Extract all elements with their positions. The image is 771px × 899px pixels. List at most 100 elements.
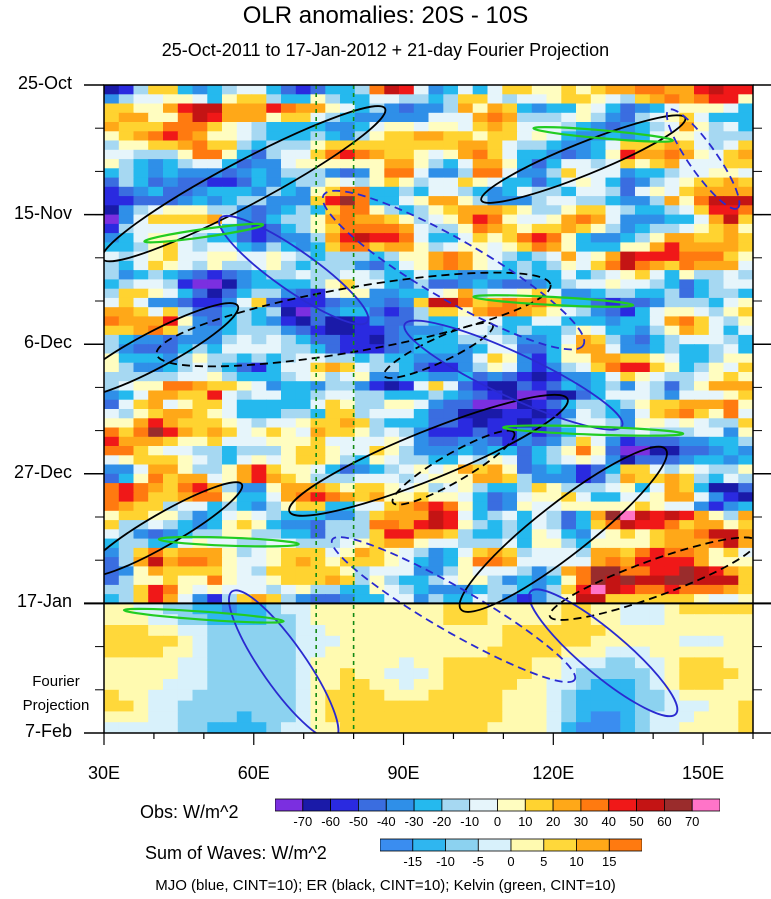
- projection-cell: [635, 711, 651, 723]
- obs-cell: [664, 436, 680, 447]
- obs-cell: [487, 233, 503, 243]
- obs-cell: [649, 205, 666, 216]
- obs-cell: [310, 186, 326, 197]
- obs-cell: [443, 140, 459, 151]
- obs-cell: [679, 149, 695, 160]
- obs-cell: [502, 279, 518, 290]
- obs-cell: [694, 214, 710, 225]
- obs-cell: [133, 557, 149, 567]
- obs-cell: [399, 501, 415, 512]
- projection-cell: [399, 700, 415, 712]
- obs-cell: [635, 436, 651, 447]
- obs-cell: [118, 288, 135, 299]
- x-tick-label: 90E: [387, 763, 420, 783]
- obs-cell: [163, 492, 179, 503]
- obs-cell: [487, 575, 503, 586]
- obs-cell: [236, 307, 253, 318]
- projection-cell: [738, 711, 753, 723]
- obs-cell: [502, 538, 518, 549]
- obs-cell: [251, 260, 267, 271]
- obs-cell: [428, 140, 444, 151]
- projection-cell: [428, 646, 444, 658]
- obs-cell: [472, 288, 488, 299]
- obs-cell: [133, 103, 149, 114]
- obs-cell: [443, 186, 459, 197]
- obs-cell: [708, 186, 725, 197]
- obs-cell: [458, 223, 474, 234]
- obs-cell: [590, 427, 607, 438]
- obs-cell: [561, 427, 577, 438]
- obs-cell: [369, 122, 385, 132]
- obs-cell: [133, 483, 149, 493]
- projection-cell: [694, 689, 710, 702]
- obs-cell: [517, 520, 533, 530]
- obs-cell: [399, 584, 415, 595]
- projection-cell: [708, 646, 725, 658]
- obs-cell: [723, 279, 739, 290]
- projection-cell: [487, 679, 503, 691]
- obs-cell: [590, 575, 607, 586]
- obs-cell: [428, 538, 444, 549]
- kelvin-contour: [122, 607, 285, 624]
- obs-cell: [133, 307, 149, 318]
- obs-cell: [369, 233, 385, 243]
- mjo-contour: [403, 319, 624, 431]
- obs-cell: [384, 473, 400, 484]
- obs-cell: [723, 131, 739, 142]
- colorbar-tick-label: -10: [436, 854, 455, 869]
- obs-cell: [310, 344, 326, 355]
- obs-cell: [679, 307, 695, 318]
- obs-cell: [369, 418, 385, 429]
- obs-cell: [163, 372, 179, 382]
- obs-cell: [104, 242, 120, 253]
- obs-cell: [413, 594, 430, 604]
- obs-cell: [384, 501, 400, 512]
- obs-cell: [369, 159, 385, 169]
- obs-cell: [148, 270, 164, 280]
- obs-cell: [192, 159, 208, 169]
- obs-cell: [546, 214, 562, 225]
- projection-cell: [428, 668, 444, 680]
- obs-cell: [325, 557, 341, 567]
- projection-cell: [502, 625, 518, 637]
- obs-cell: [546, 575, 562, 586]
- obs-cell: [472, 85, 488, 95]
- obs-cell: [266, 251, 282, 262]
- obs-cell: [384, 316, 400, 327]
- obs-cell: [222, 409, 238, 419]
- obs-cell: [177, 501, 194, 512]
- obs-cell: [369, 131, 385, 142]
- obs-cell: [738, 483, 753, 493]
- obs-cell: [399, 483, 415, 493]
- obs-cell: [531, 547, 548, 558]
- obs-cell: [664, 297, 680, 308]
- obs-cell: [576, 251, 592, 262]
- obs-cell: [236, 112, 253, 123]
- obs-cell: [325, 251, 341, 262]
- obs-cell: [281, 205, 297, 216]
- obs-cell: [443, 260, 459, 271]
- obs-cell: [295, 427, 312, 438]
- obs-cell: [236, 325, 253, 336]
- obs-cell: [281, 112, 297, 123]
- obs-cell: [104, 418, 120, 429]
- obs-cell: [384, 538, 400, 549]
- projection-cell: [443, 646, 459, 658]
- obs-cell: [428, 177, 444, 188]
- obs-cell: [133, 390, 149, 401]
- obs-cell: [399, 557, 415, 567]
- projection-cell: [590, 625, 607, 637]
- obs-cell: [207, 94, 223, 105]
- obs-cell: [694, 473, 710, 484]
- obs-cell: [664, 186, 680, 197]
- obs-cell: [635, 353, 651, 364]
- obs-cell: [605, 483, 621, 493]
- projection-cell: [738, 689, 753, 702]
- obs-cell: [576, 390, 592, 401]
- obs-cell: [413, 122, 430, 132]
- projection-cell: [266, 625, 282, 637]
- obs-cell: [664, 492, 680, 503]
- obs-cell: [635, 103, 651, 114]
- obs-cell: [236, 538, 253, 549]
- projection-cell: [413, 668, 430, 680]
